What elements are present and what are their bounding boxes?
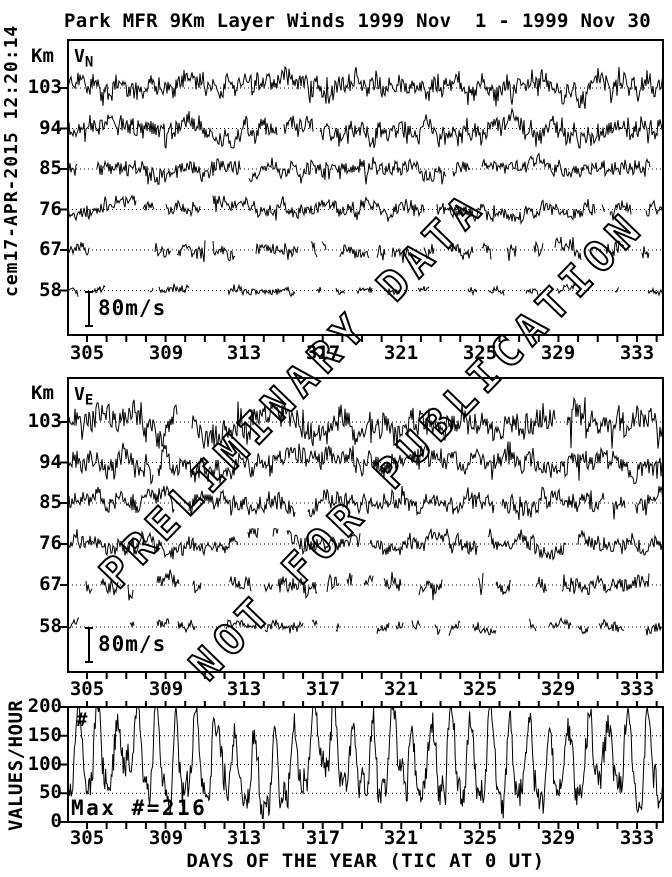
x-tick-label: 309 — [148, 827, 184, 849]
rate-tick-label: 150 — [27, 724, 62, 746]
altitude-tick-label: 94 — [39, 117, 62, 139]
x-tick-label: 329 — [540, 342, 576, 364]
x-tick-label: 309 — [148, 678, 184, 700]
x-tick-label: 325 — [462, 342, 498, 364]
rate-tick-label: 50 — [39, 781, 62, 803]
panel-letter-sub-n: N — [84, 54, 94, 71]
x-tick-label: 325 — [462, 827, 498, 849]
x-tick-label: 317 — [305, 342, 341, 364]
x-tick-label: 313 — [226, 342, 262, 364]
altitude-tick-label: 67 — [39, 238, 62, 260]
panel-label-vn: VN — [74, 48, 93, 70]
km-unit-label-vn: Km — [31, 45, 54, 67]
x-axis-title: DAYS OF THE YEAR (TIC AT 0 UT) — [186, 850, 545, 872]
scale-bar-label-ve: 80m/s — [98, 632, 167, 656]
x-tick-label: 333 — [619, 827, 655, 849]
x-tick-label: 317 — [305, 827, 341, 849]
max-count-annotation: Max #=216 — [71, 796, 208, 820]
altitude-tick-label: 85 — [39, 157, 62, 179]
altitude-tick-label: 58 — [39, 279, 62, 301]
x-tick-label: 305 — [69, 678, 105, 700]
figure-title: Park MFR 9Km Layer Winds 1999 Nov 1 - 19… — [64, 10, 651, 32]
hash-symbol: # — [76, 709, 88, 731]
x-tick-label: 305 — [69, 827, 105, 849]
altitude-tick-label: 76 — [39, 198, 62, 220]
rate-tick-label: 0 — [50, 810, 62, 832]
panel-letter-v2: V — [74, 384, 85, 405]
x-tick-label: 313 — [226, 827, 262, 849]
altitude-tick-label: 85 — [39, 491, 62, 513]
x-tick-label: 321 — [383, 678, 419, 700]
x-tick-label: 329 — [540, 678, 576, 700]
altitude-tick-label: 76 — [39, 532, 62, 554]
x-tick-label: 313 — [226, 678, 262, 700]
altitude-tick-label: 103 — [27, 410, 62, 432]
x-tick-label: 329 — [540, 827, 576, 849]
x-tick-label: 333 — [619, 678, 655, 700]
x-tick-label: 325 — [462, 678, 498, 700]
altitude-tick-label: 103 — [27, 76, 62, 98]
km-unit-label-ve: Km — [31, 382, 54, 404]
x-tick-label: 321 — [383, 827, 419, 849]
altitude-tick-label: 94 — [39, 451, 62, 473]
scale-bar-label-vn: 80m/s — [98, 296, 167, 320]
rate-tick-label: 200 — [27, 695, 62, 717]
x-tick-label: 309 — [148, 342, 184, 364]
rate-tick-label: 100 — [27, 753, 62, 775]
altitude-tick-label: 67 — [39, 573, 62, 595]
x-tick-label: 317 — [305, 678, 341, 700]
x-tick-label: 321 — [383, 342, 419, 364]
panel-letter-sub-e: E — [84, 392, 94, 409]
x-tick-label: 333 — [619, 342, 655, 364]
panel-letter-v: V — [74, 46, 85, 67]
altitude-tick-label: 58 — [39, 615, 62, 637]
x-tick-label: 305 — [69, 342, 105, 364]
panel-label-ve: VE — [74, 386, 93, 408]
